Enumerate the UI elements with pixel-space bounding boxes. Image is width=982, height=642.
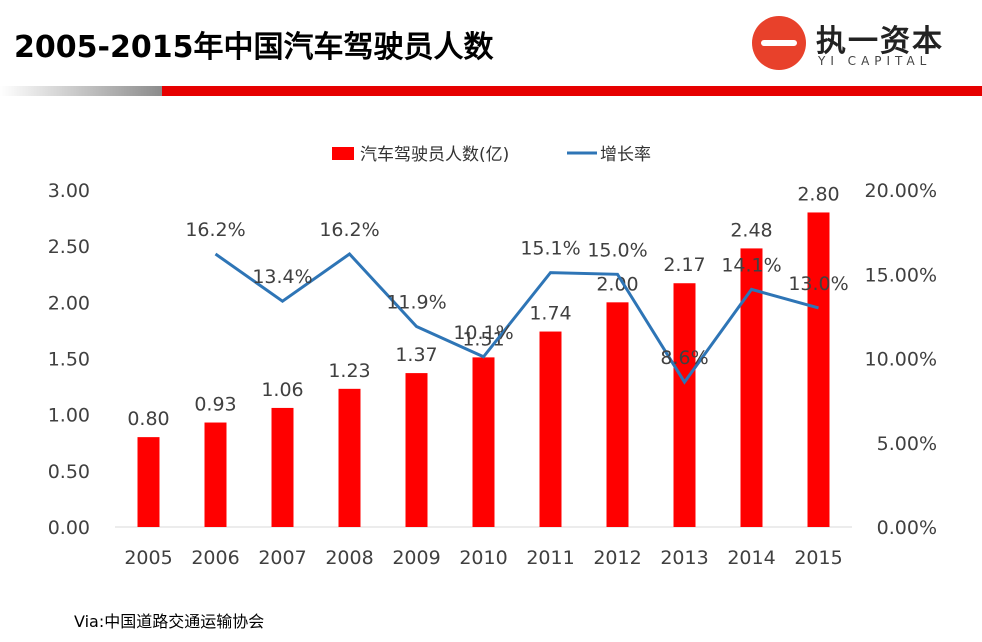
legend-bar-label: 汽车驾驶员人数(亿): [360, 145, 509, 165]
growth-rate-label: 13.4%: [252, 266, 312, 288]
bar-2010: [472, 357, 495, 527]
bar-2009: [405, 373, 428, 527]
left-axis-tick-label: 1.00: [48, 405, 90, 427]
bar-value-label: 1.23: [328, 360, 370, 382]
growth-rate-label: 16.2%: [185, 219, 245, 241]
company-logo: 执一资本 YI CAPITAL: [752, 10, 967, 70]
left-axis-tick-label: 2.00: [48, 292, 90, 314]
bar-value-label: 2.80: [797, 183, 839, 205]
x-axis: 2005 2006 2007 2008 2009 2010 2011 2012 2013 2014…: [124, 547, 842, 569]
right-axis-tick-label: 10.00%: [865, 349, 937, 371]
header-divider-gray: [0, 86, 162, 96]
bar-2007: [271, 407, 294, 527]
bar-value-label: 0.93: [194, 394, 236, 416]
logo-name-en: YI CAPITAL: [818, 54, 932, 68]
right-axis-tick-label: 15.00%: [865, 264, 937, 286]
growth-rate-line: [214, 252, 819, 385]
right-axis-tick-label: 5.00%: [877, 433, 937, 455]
bar-value-label: 1.74: [529, 303, 571, 325]
left-axis-tick-label: 2.50: [48, 236, 90, 258]
source-note: Via:中国道路交通运输协会: [74, 612, 265, 631]
driver-count-chart: 汽车驾驶员人数(亿) 增长率 0.00 0.50 1.00 1.50 2.00 2.50 3…: [48, 145, 937, 569]
x-axis-tick-label: 2007: [258, 547, 306, 569]
bar-2014: [740, 248, 763, 527]
growth-rate-label: 8.6%: [660, 347, 708, 369]
left-axis-tick-label: 1.50: [48, 349, 90, 371]
left-axis-tick-label: 3.00: [48, 180, 90, 202]
growth-rate-label: 11.9%: [386, 291, 446, 313]
right-axis-tick-label: 0.00%: [877, 517, 937, 539]
bar-value-label: 2.48: [730, 219, 772, 241]
left-axis: 0.00 0.50 1.00 1.50 2.00 2.50 3.00: [48, 180, 90, 539]
x-axis-tick-label: 2013: [660, 547, 708, 569]
bar-value-label: 2.17: [663, 254, 705, 276]
bar-data-labels: 0.800.931.061.231.371.511.742.002.172.48…: [127, 183, 839, 430]
x-axis-tick-label: 2009: [392, 547, 440, 569]
bar-2013: [673, 283, 696, 527]
line-data-labels: 16.2% 13.4% 16.2% 11.9% 10.1% 15.1% 15.0% 8.6% 1…: [185, 219, 848, 369]
x-axis-tick-label: 2006: [191, 547, 239, 569]
bar-2015: [807, 212, 830, 527]
growth-rate-label: 15.1%: [520, 238, 580, 260]
growth-rate-label: 15.0%: [587, 239, 647, 261]
legend-line-label: 增长率: [600, 145, 651, 165]
logo-mark-icon: [752, 16, 806, 70]
x-axis-tick-label: 2011: [526, 547, 574, 569]
x-axis-tick-label: 2015: [794, 547, 842, 569]
legend-bar-swatch: [332, 147, 354, 160]
header-divider-red: [162, 86, 982, 96]
bar-value-label: 1.06: [261, 379, 303, 401]
growth-rate-label: 13.0%: [788, 273, 848, 295]
logo-name-cn: 执一资本: [816, 24, 944, 59]
x-axis-tick-label: 2014: [727, 547, 775, 569]
bar-2008: [338, 388, 361, 527]
left-axis-tick-label: 0.50: [48, 461, 90, 483]
growth-rate-label: 16.2%: [319, 219, 379, 241]
growth-rate-label: 10.1%: [453, 322, 513, 344]
bar-2011: [539, 331, 562, 527]
chart-legend: 汽车驾驶员人数(亿) 增长率: [332, 145, 651, 165]
right-axis: 0.00% 5.00% 10.00% 15.00% 20.00%: [865, 180, 937, 539]
bar-value-label: 0.80: [127, 408, 169, 430]
right-axis-tick-label: 20.00%: [865, 180, 937, 202]
x-axis-tick-label: 2010: [459, 547, 507, 569]
x-axis-tick-label: 2005: [124, 547, 172, 569]
bar-value-label: 1.37: [395, 344, 437, 366]
bar-series: [137, 212, 830, 527]
bar-2012: [606, 302, 629, 527]
bar-2006: [204, 422, 227, 527]
page-title: 2005-2015年中国汽车驾驶员人数: [14, 30, 494, 65]
x-axis-tick-label: 2012: [593, 547, 641, 569]
x-axis-tick-label: 2008: [325, 547, 373, 569]
growth-rate-label: 14.1%: [721, 254, 781, 276]
bar-2005: [137, 437, 160, 527]
left-axis-tick-label: 0.00: [48, 517, 90, 539]
